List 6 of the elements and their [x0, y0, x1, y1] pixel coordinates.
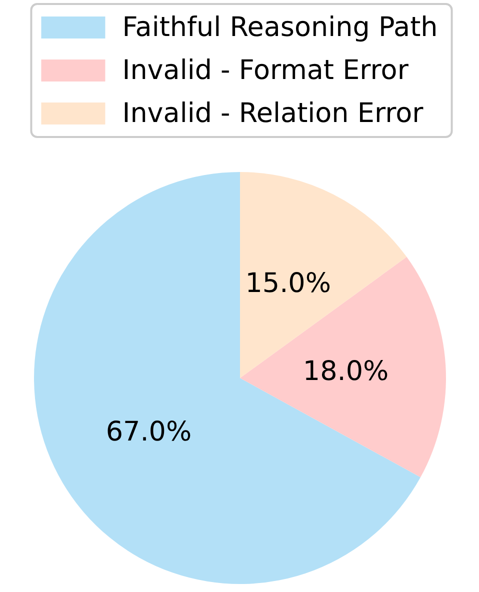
data-label: 18.0%	[302, 356, 389, 387]
legend-label: Invalid - Format Error	[122, 55, 410, 86]
legend-label: Faithful Reasoning Path	[122, 12, 438, 43]
data-label: 15.0%	[245, 268, 332, 300]
data-label: 67.0%	[106, 416, 192, 448]
legend-label: Invalid - Relation Error	[122, 98, 424, 129]
